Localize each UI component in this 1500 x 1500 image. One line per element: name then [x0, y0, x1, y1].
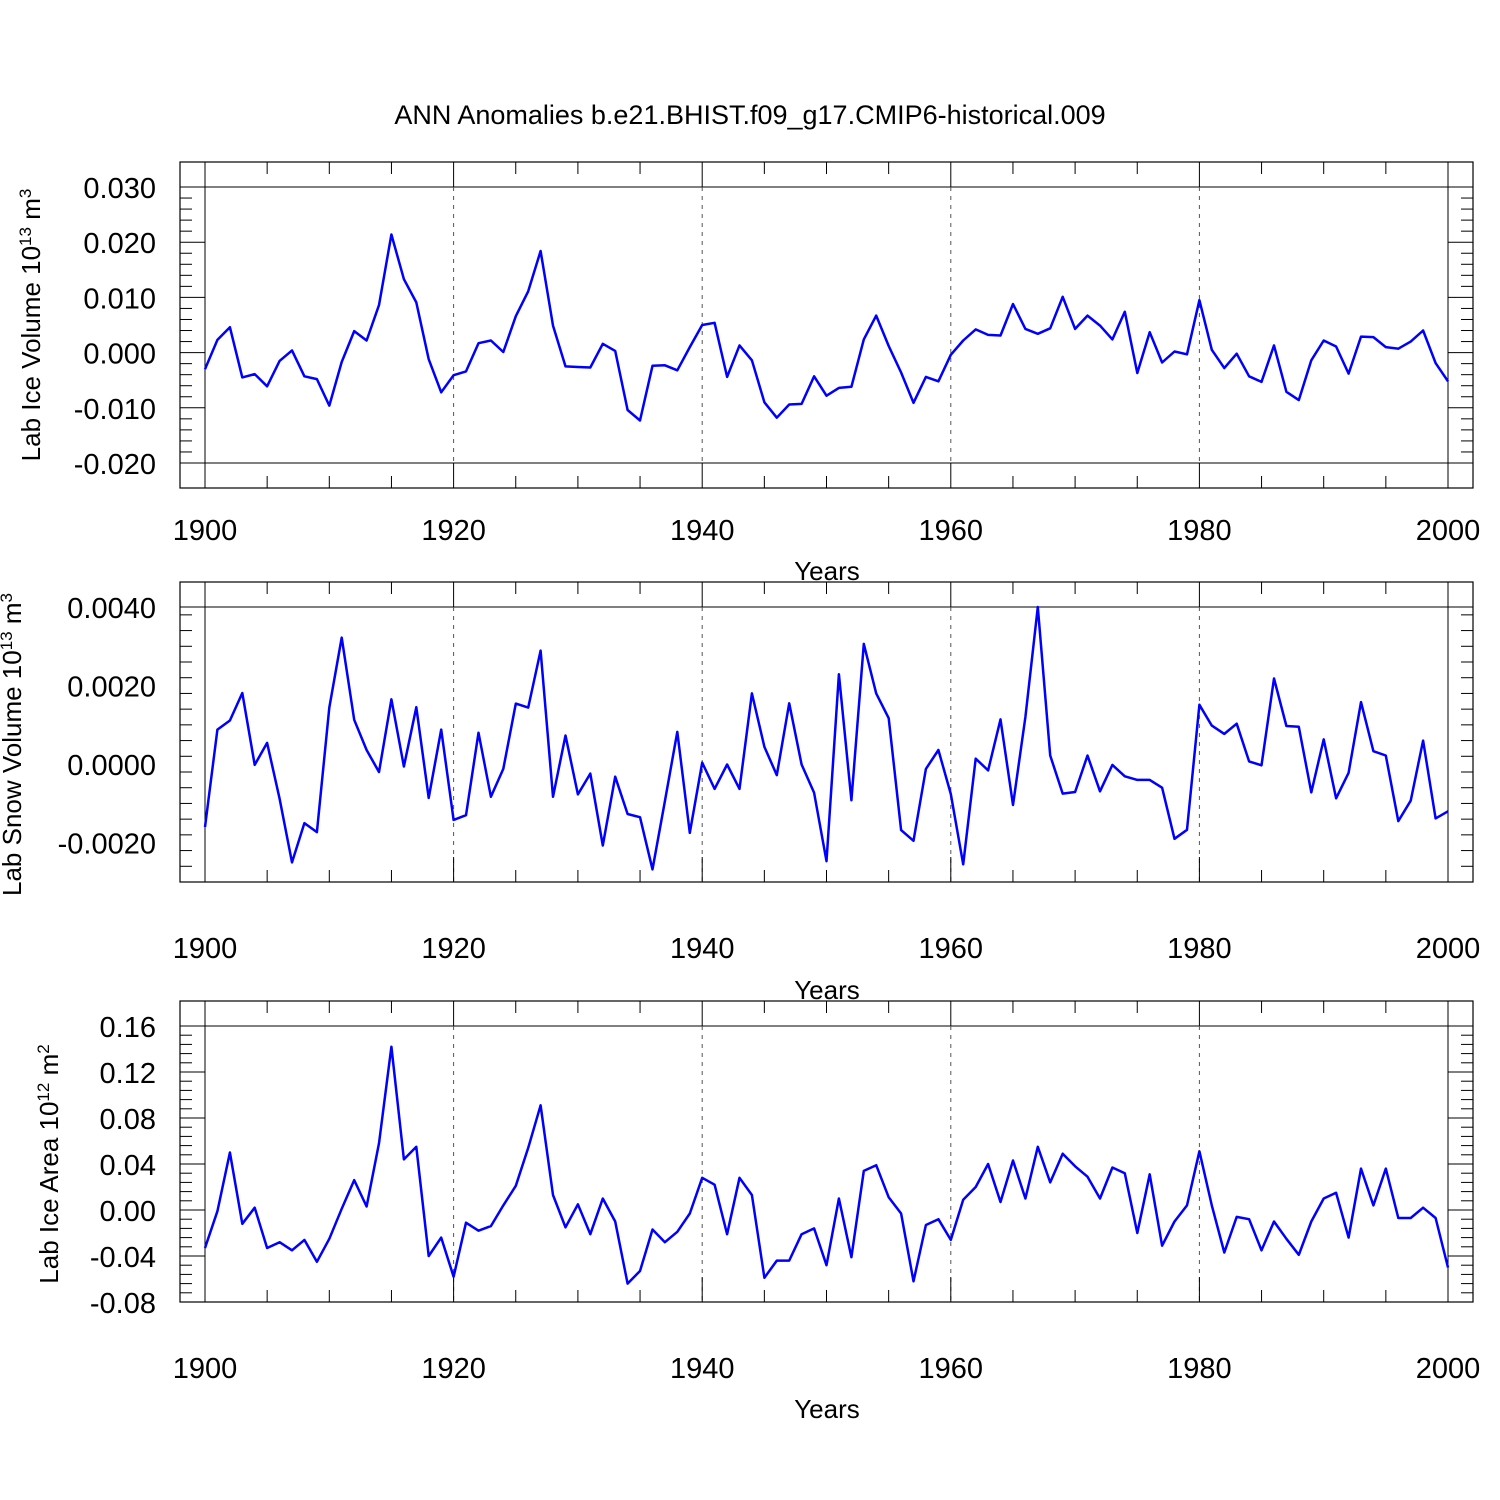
x-tick-label: 1980 — [1167, 933, 1232, 965]
x-tick-label: 2000 — [1416, 933, 1481, 965]
y-tick-label: 0.04 — [100, 1150, 156, 1182]
x-tick-label: 1920 — [421, 933, 486, 965]
y-tick-label: 0.010 — [83, 283, 156, 315]
y-axis-title-superscript: 13 — [0, 631, 16, 650]
y-axis-title-part: m — [16, 198, 46, 227]
y-axis-title-part: Lab Snow Volume 10 — [0, 650, 27, 896]
x-tick-label: 1980 — [1167, 515, 1232, 547]
y-tick-label: 0.030 — [83, 173, 156, 205]
x-tick-label: 1960 — [919, 1353, 984, 1385]
y-tick-label: 0.0000 — [67, 750, 156, 782]
chart-panels: 0.030 0.020 0.010 0.000 -0.010 -0.020 1900 1920… — [0, 161, 1481, 1424]
x-axis-title: Years — [794, 556, 860, 586]
plot-frame — [179, 581, 1474, 883]
y-tick-label: -0.010 — [74, 394, 156, 426]
y-axis-title: Lab Snow Volume 1013 m3 — [0, 593, 27, 896]
y-tick-label: 0.16 — [100, 1012, 156, 1044]
x-tick-label: 1960 — [919, 933, 984, 965]
y-tick-label: 0.08 — [100, 1104, 156, 1136]
series-line-lab-snow-volume — [203, 605, 1449, 871]
x-tick-label: 1940 — [670, 515, 735, 547]
panel-lab-ice-area: 0.16 0.12 0.08 0.04 0.00 -0.04 -0.08 1900 1920 19… — [34, 1000, 1481, 1424]
y-axis-title-part: m — [34, 1054, 64, 1083]
series-line-lab-ice-area — [203, 1045, 1450, 1285]
y-axis-title-superscript: 3 — [0, 593, 16, 602]
y-axis-title: Lab Ice Volume 1013 m3 — [16, 189, 47, 462]
x-tick-label: 1980 — [1167, 1353, 1232, 1385]
x-tick-label: 1940 — [670, 1353, 735, 1385]
y-tick-label: -0.08 — [90, 1288, 156, 1320]
x-tick-label: 1940 — [670, 933, 735, 965]
y-tick-label: 0.000 — [83, 339, 156, 371]
x-axis-title: Years — [794, 1394, 860, 1424]
series-line-lab-ice-volume — [203, 233, 1450, 422]
x-tick-label: 1900 — [173, 1353, 238, 1385]
x-tick-label: 1900 — [173, 515, 238, 547]
y-tick-label: -0.04 — [90, 1242, 156, 1274]
panel-lab-ice-volume: 0.030 0.020 0.010 0.000 -0.010 -0.020 1900 1920… — [16, 161, 1481, 586]
y-axis-title-part: Lab Ice Area 10 — [34, 1102, 64, 1284]
y-axis-title-superscript: 12 — [34, 1083, 53, 1102]
x-tick-label: 1900 — [173, 933, 238, 965]
x-axis-title: Years — [794, 975, 860, 1005]
y-axis-title-part: Lab Ice Volume 10 — [16, 246, 46, 461]
x-tick-label: 1960 — [919, 515, 984, 547]
y-tick-label: -0.0020 — [58, 829, 156, 861]
x-tick-label: 2000 — [1416, 515, 1481, 547]
chart-title: ANN Anomalies b.e21.BHIST.f09_g17.CMIP6-… — [394, 100, 1105, 130]
x-tick-label: 1920 — [421, 515, 486, 547]
y-axis-title-part: m — [0, 602, 27, 631]
y-axis-title-superscript: 2 — [34, 1044, 53, 1053]
y-axis-title-superscript: 3 — [16, 189, 35, 198]
y-tick-label: 0.12 — [100, 1058, 156, 1090]
y-tick-label: 0.020 — [83, 228, 156, 260]
panel-lab-snow-volume: 0.0040 0.0020 0.0000 -0.0020 1900 1920 1940 196… — [0, 581, 1481, 1005]
y-axis-title-superscript: 13 — [16, 227, 35, 246]
plot-frame — [179, 1000, 1474, 1303]
x-tick-label: 1920 — [421, 1353, 486, 1385]
y-tick-label: 0.0040 — [67, 593, 156, 625]
x-tick-label: 2000 — [1416, 1353, 1481, 1385]
y-tick-label: 0.00 — [100, 1196, 156, 1228]
y-axis-title: Lab Ice Area 1012 m2 — [34, 1044, 65, 1283]
y-tick-label: -0.020 — [74, 449, 156, 481]
y-tick-label: 0.0020 — [67, 672, 156, 704]
plot-frame — [179, 161, 1474, 489]
